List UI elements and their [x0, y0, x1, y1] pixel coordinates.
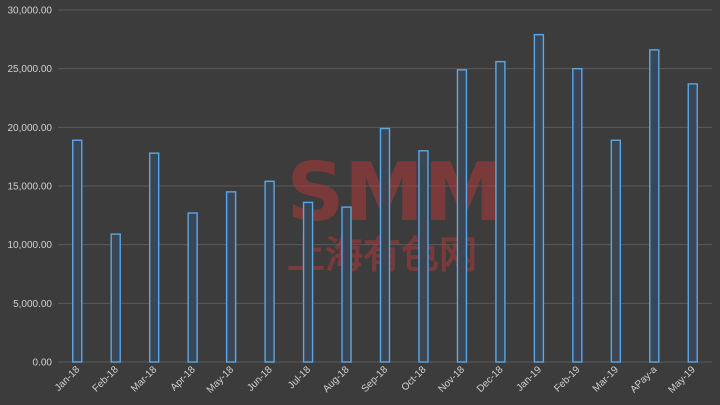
- watermark: SMM 上海有色网: [287, 146, 504, 277]
- bar: [418, 150, 429, 363]
- x-tick-label: Sep-18: [360, 364, 391, 395]
- bar: [456, 69, 468, 363]
- bar: [187, 212, 198, 363]
- y-tick-label: 30,000.00: [8, 6, 53, 17]
- bar: [610, 139, 622, 363]
- x-tick-label: APay-a: [628, 364, 659, 395]
- bars: [72, 33, 698, 363]
- watermark-logo: SMM: [287, 146, 504, 239]
- bar: [341, 206, 352, 363]
- x-axis-ticks: Jan-18 Feb-18 Mar-18 Apr-18 May-18 Jun-18 Jul-…: [53, 364, 698, 396]
- bar: [572, 67, 583, 363]
- x-tick-label: May-19: [667, 364, 699, 396]
- bar: [225, 191, 237, 363]
- bar: [110, 233, 121, 363]
- x-tick-label: Jun-18: [245, 364, 275, 394]
- bar: [495, 60, 506, 363]
- x-tick-label: Aug-18: [321, 364, 352, 395]
- x-tick-label: May-18: [205, 364, 237, 396]
- y-tick-label: 10,000.00: [8, 240, 53, 251]
- bar: [687, 83, 698, 363]
- x-tick-label: Feb-18: [91, 364, 121, 394]
- y-axis-ticks: 0.00 5,000.00 10,000.00 15,000.00 20,000.00 2…: [8, 6, 53, 369]
- y-tick-label: 15,000.00: [8, 182, 53, 193]
- y-tick-label: 5,000.00: [13, 299, 52, 310]
- x-tick-label: Mar-18: [129, 364, 159, 394]
- bar: [264, 180, 275, 363]
- x-tick-label: Nov-18: [436, 364, 467, 395]
- x-tick-label: Feb-19: [552, 364, 582, 394]
- y-tick-label: 25,000.00: [8, 64, 53, 75]
- x-tick-label: Jul-18: [286, 364, 313, 391]
- bar: [533, 33, 545, 363]
- bar: [148, 152, 160, 363]
- x-tick-label: Mar-19: [591, 364, 621, 394]
- bar: [72, 139, 83, 363]
- x-tick-label: Apr-18: [169, 364, 198, 393]
- bar: [302, 201, 314, 363]
- bar: [379, 127, 391, 363]
- y-tick-label: 0.00: [33, 358, 53, 369]
- bar: [649, 49, 660, 363]
- y-tick-label: 20,000.00: [8, 123, 53, 134]
- x-tick-label: Dec-18: [475, 364, 506, 395]
- x-tick-label: Jan-18: [53, 364, 83, 394]
- x-tick-label: Jan-19: [515, 364, 545, 394]
- x-tick-label: Oct-18: [400, 364, 429, 393]
